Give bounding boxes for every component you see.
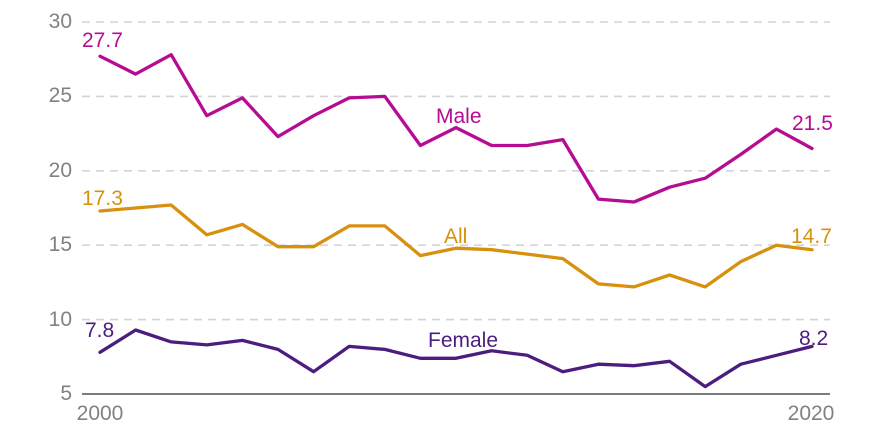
- y-tick-20: 20: [48, 159, 72, 182]
- gridlines: [82, 21, 830, 395]
- y-tick-10: 10: [48, 308, 72, 331]
- end-value-male: 21.5: [792, 112, 833, 135]
- series-label-all: All: [444, 225, 468, 248]
- x-tick-2000: 2000: [76, 402, 124, 425]
- series-line-male: [98, 53, 814, 204]
- start-value-all: 17.3: [82, 187, 123, 210]
- series-line-all: [98, 203, 814, 289]
- series-lines: [98, 53, 814, 389]
- series-label-female: Female: [428, 329, 499, 352]
- end-value-female: 8.2: [799, 327, 829, 350]
- y-tick-25: 25: [48, 84, 72, 107]
- start-value-male: 27.7: [82, 29, 123, 52]
- series-label-male: Male: [436, 105, 482, 128]
- series-line-female: [98, 328, 814, 389]
- start-value-female: 7.8: [85, 319, 115, 342]
- x-tick-2020: 2020: [787, 402, 835, 425]
- y-tick-30: 30: [48, 10, 72, 33]
- end-value-all: 14.7: [791, 225, 832, 248]
- y-tick-15: 15: [48, 233, 72, 256]
- y-tick-5: 5: [60, 382, 72, 405]
